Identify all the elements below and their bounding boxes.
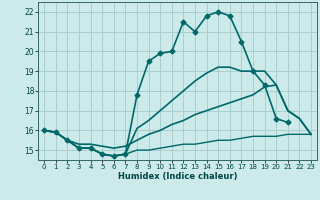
X-axis label: Humidex (Indice chaleur): Humidex (Indice chaleur) <box>118 172 237 181</box>
